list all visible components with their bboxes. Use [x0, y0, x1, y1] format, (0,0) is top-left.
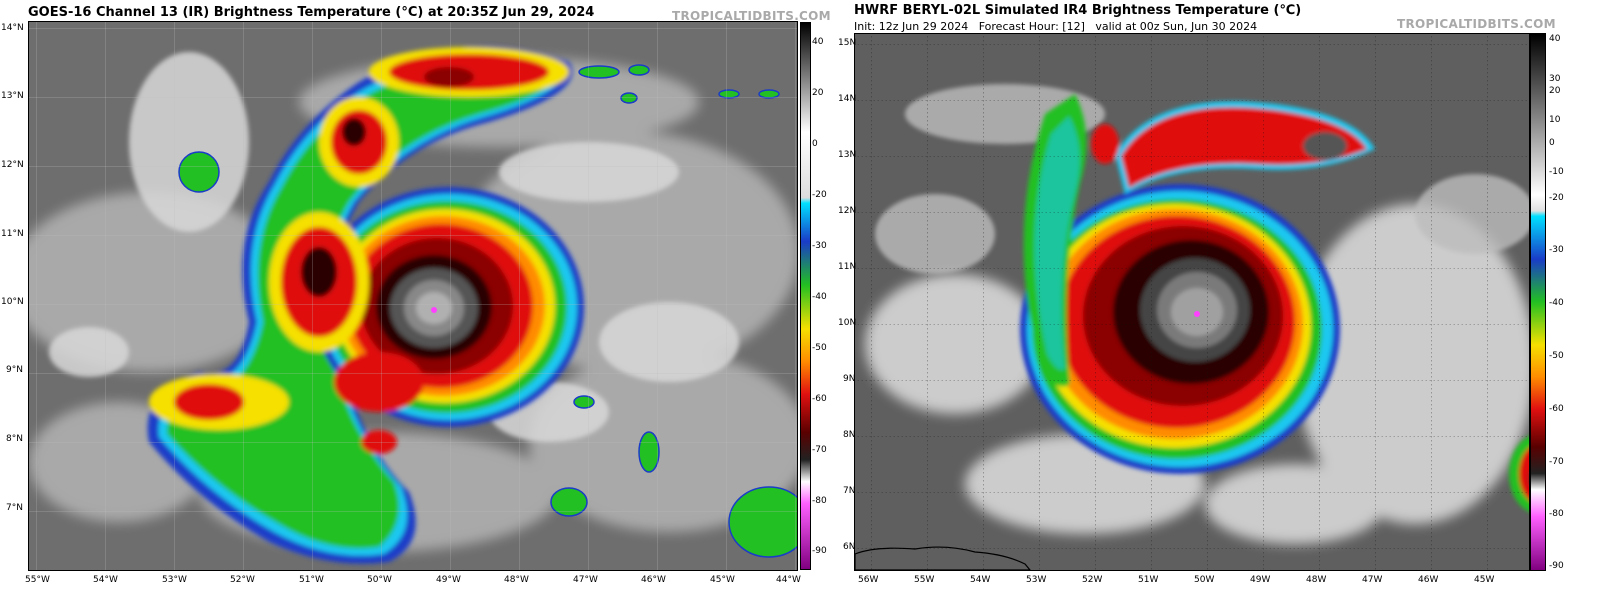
lat-label: 8N [843, 430, 856, 440]
goes16-satellite-map [28, 21, 798, 571]
colorbar-tick: -20 [812, 190, 827, 200]
lon-label: 48W [1306, 575, 1327, 585]
lat-label: 13°N [1, 91, 24, 101]
lon-label: 56W [858, 575, 879, 585]
lon-label: 53°W [162, 575, 187, 585]
lon-label: 50W [1194, 575, 1215, 585]
lon-label: 47W [1362, 575, 1383, 585]
hwrf-forecast-hour: Forecast Hour: [12] [978, 20, 1085, 33]
colorbar-tick: 40 [1549, 34, 1561, 44]
hwrf-title: HWRF BERYL-02L Simulated IR4 Brightness … [854, 3, 1302, 18]
lat-label: 10N [838, 318, 857, 328]
hwrf-colorbar [1530, 33, 1546, 571]
lat-label: 15N [838, 38, 857, 48]
colorbar-tick: -80 [812, 496, 827, 506]
hwrf-ir-image [855, 34, 1529, 570]
colorbar-tick: -30 [812, 241, 827, 251]
lon-label: 45°W [710, 575, 735, 585]
lat-label: 11°N [1, 229, 24, 239]
lat-label: 10°N [1, 297, 24, 307]
colorbar-tick: -30 [1549, 245, 1564, 255]
lon-label: 54W [970, 575, 991, 585]
hwrf-valid-time: valid at 00z Sun, Jun 30 2024 [1095, 20, 1258, 33]
colorbar-tick: -50 [812, 343, 827, 353]
lon-label: 51°W [299, 575, 324, 585]
lon-label: 52°W [230, 575, 255, 585]
lat-label: 14°N [1, 23, 24, 33]
lon-label: 44°W [776, 575, 801, 585]
hwrf-ir-panel: HWRF BERYL-02L Simulated IR4 Brightness … [838, 0, 1597, 597]
colorbar-tick: 20 [1549, 86, 1561, 96]
hwrf-init: Init: 12z Jun 29 2024 [854, 20, 969, 33]
colorbar-tick: 10 [1549, 115, 1561, 125]
colorbar-tick: 20 [812, 88, 824, 98]
lon-label: 46W [1418, 575, 1439, 585]
colorbar-tick: -80 [1549, 509, 1564, 519]
lat-label: 7°N [6, 503, 23, 513]
goes16-colorbar [800, 22, 811, 570]
lon-label: 54°W [93, 575, 118, 585]
goes16-watermark: TROPICALTIDBITS.COM [672, 9, 831, 23]
lon-label: 53W [1026, 575, 1047, 585]
colorbar-tick: 40 [812, 37, 824, 47]
colorbar-tick: -70 [1549, 457, 1564, 467]
lon-label: 51W [1138, 575, 1159, 585]
goes16-ir-image [29, 22, 797, 570]
colorbar-tick: -60 [812, 394, 827, 404]
lon-label: 48°W [504, 575, 529, 585]
lon-label: 55°W [25, 575, 50, 585]
lat-label: 12N [838, 206, 857, 216]
lat-label: 12°N [1, 160, 24, 170]
lon-label: 46°W [641, 575, 666, 585]
colorbar-tick: -90 [1549, 561, 1564, 571]
lat-label: 9°N [6, 365, 23, 375]
lon-label: 45W [1474, 575, 1495, 585]
colorbar-tick: 30 [1549, 74, 1561, 84]
lon-label: 47°W [573, 575, 598, 585]
colorbar-tick: -20 [1549, 193, 1564, 203]
lat-label: 7N [843, 486, 856, 496]
lon-label: 55W [914, 575, 935, 585]
colorbar-tick: -50 [1549, 351, 1564, 361]
colorbar-tick: -90 [812, 546, 827, 556]
lon-label: 52W [1082, 575, 1103, 585]
colorbar-tick: -10 [1549, 167, 1564, 177]
lon-label: 49°W [436, 575, 461, 585]
lat-label: 11N [838, 262, 857, 272]
lon-label: 49W [1250, 575, 1271, 585]
lon-label: 50°W [367, 575, 392, 585]
lat-label: 9N [843, 374, 856, 384]
hwrf-simulated-map [854, 33, 1530, 571]
hwrf-watermark: TROPICALTIDBITS.COM [1397, 17, 1556, 31]
colorbar-tick: -40 [1549, 298, 1564, 308]
goes16-ir-panel: GOES-16 Channel 13 (IR) Brightness Tempe… [1, 5, 831, 585]
colorbar-tick: 0 [1549, 138, 1555, 148]
colorbar-tick: -40 [812, 292, 827, 302]
colorbar-tick: -70 [812, 445, 827, 455]
colorbar-tick: 0 [812, 139, 818, 149]
hwrf-subtitle: Init: 12z Jun 29 2024 Forecast Hour: [12… [854, 20, 1257, 33]
goes16-title: GOES-16 Channel 13 (IR) Brightness Tempe… [28, 5, 595, 20]
lat-label: 6N [843, 542, 856, 552]
lat-label: 8°N [6, 434, 23, 444]
lat-label: 13N [838, 150, 857, 160]
colorbar-tick: -60 [1549, 404, 1564, 414]
lat-label: 14N [838, 94, 857, 104]
